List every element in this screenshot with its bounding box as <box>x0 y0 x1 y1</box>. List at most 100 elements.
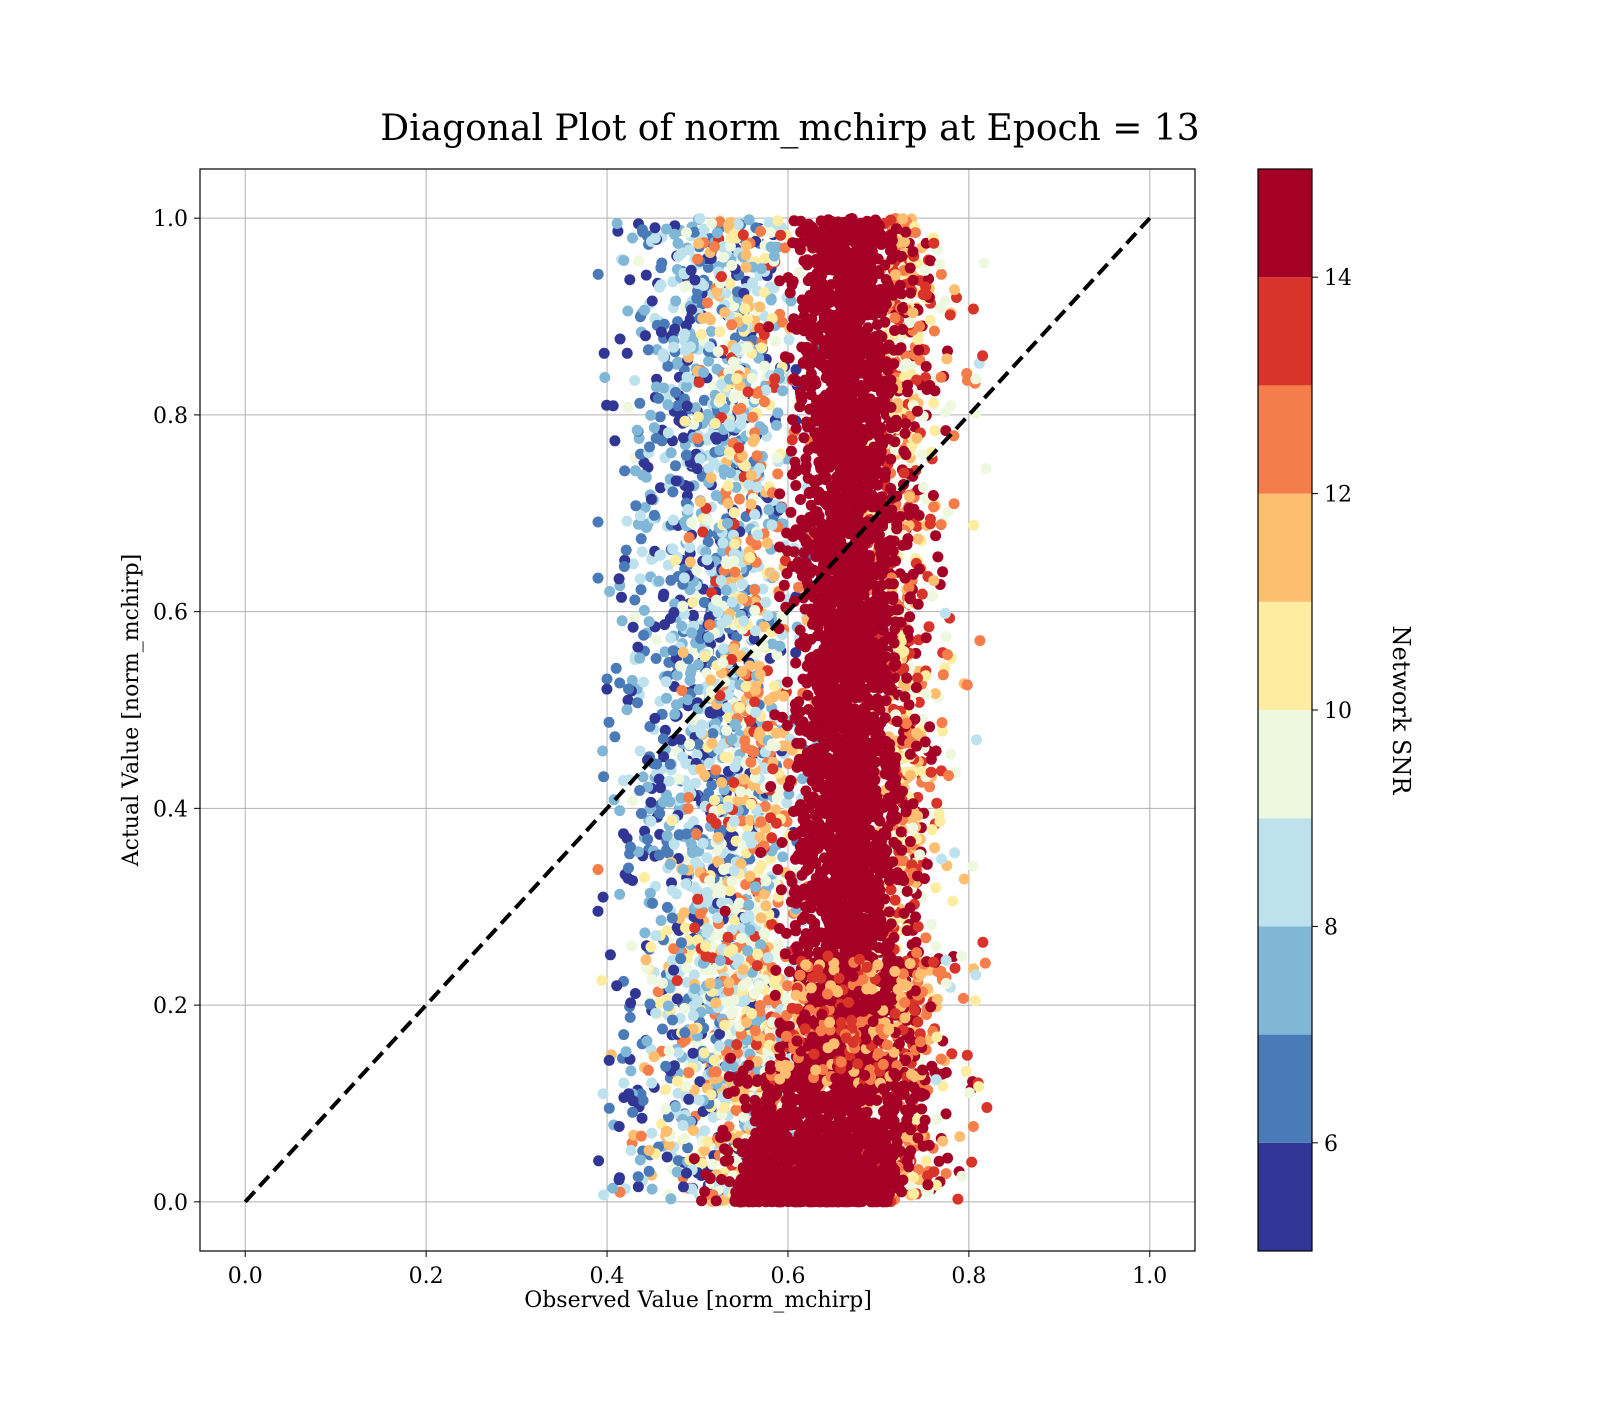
scatter-point <box>722 518 733 529</box>
scatter-point <box>710 418 721 429</box>
scatter-point <box>685 675 696 686</box>
scatter-point <box>917 589 928 600</box>
scatter-point <box>743 386 754 397</box>
scatter-point <box>738 229 749 240</box>
scatter-point <box>762 610 773 621</box>
scatter-point <box>754 980 765 991</box>
scatter-point <box>715 393 726 404</box>
scatter-point <box>665 859 676 870</box>
scatter-point <box>681 381 692 392</box>
scatter-point <box>712 227 723 238</box>
scatter-point <box>706 218 717 229</box>
scatter-point <box>611 663 622 674</box>
scatter-point <box>689 983 700 994</box>
scatter-point <box>670 555 681 566</box>
scatter-point <box>741 1017 752 1028</box>
scatter-point <box>632 697 643 708</box>
scatter-point <box>755 847 766 858</box>
scatter-point <box>918 482 929 493</box>
scatter-point <box>663 1001 674 1012</box>
scatter-point <box>726 232 737 243</box>
scatter-point <box>729 816 740 827</box>
scatter-point <box>689 275 700 286</box>
scatter-point <box>666 815 677 826</box>
scatter-point <box>684 739 695 750</box>
scatter-point <box>710 997 721 1008</box>
scatter-point <box>707 728 718 739</box>
scatter-point <box>763 504 774 515</box>
scatter-point <box>662 902 673 913</box>
scatter-point <box>650 222 661 233</box>
scatter-point <box>912 811 923 822</box>
scatter-point <box>777 385 788 396</box>
scatter-point <box>654 808 665 819</box>
scatter-point <box>920 282 931 293</box>
scatter-point <box>643 1065 654 1076</box>
scatter-point <box>908 1188 919 1199</box>
scatter-point <box>710 765 721 776</box>
scatter-point <box>692 254 703 265</box>
scatter-point <box>756 860 767 871</box>
scatter-point <box>678 1181 689 1192</box>
scatter-point <box>668 965 679 976</box>
scatter-point <box>731 1039 742 1050</box>
scatter-point <box>684 532 695 543</box>
scatter-point <box>747 373 758 384</box>
scatter-point <box>646 942 657 953</box>
scatter-point <box>692 894 703 905</box>
scatter-point <box>709 1055 720 1066</box>
scatter-point <box>717 537 728 548</box>
scatter-point <box>721 585 732 596</box>
scatter-point <box>889 312 900 323</box>
scatter-point <box>662 1152 673 1163</box>
scatter-point <box>596 975 607 986</box>
scatter-point <box>926 919 937 930</box>
scatter-point <box>731 343 742 354</box>
scatter-point <box>618 1078 629 1089</box>
scatter-point <box>756 342 767 353</box>
scatter-point <box>661 693 672 704</box>
scatter-point <box>669 839 680 850</box>
scatter-point <box>645 816 656 827</box>
scatter-point <box>737 578 748 589</box>
scatter-point <box>759 396 770 407</box>
scatter-point <box>886 884 897 895</box>
scatter-point <box>688 1048 699 1059</box>
scatter-point <box>639 872 650 883</box>
scatter-point <box>675 953 686 964</box>
scatter-point <box>752 450 763 461</box>
scatter-point <box>749 509 760 520</box>
scatter-point <box>731 373 742 384</box>
scatter-point <box>655 262 666 273</box>
scatter-point <box>898 468 909 479</box>
scatter-point <box>769 680 780 691</box>
scatter-point <box>624 274 635 285</box>
scatter-point <box>724 977 735 988</box>
scatter-point <box>668 645 679 656</box>
scatter-point <box>679 907 690 918</box>
scatter-point <box>671 475 682 486</box>
scatter-point <box>738 1112 749 1123</box>
scatter-point <box>697 527 708 538</box>
scatter-point <box>638 1095 649 1106</box>
scatter-point <box>770 336 781 347</box>
scatter-point <box>696 719 707 730</box>
scatter-point <box>621 545 632 556</box>
scatter-point <box>929 425 940 436</box>
scatter-point <box>678 647 689 658</box>
scatter-point <box>738 964 749 975</box>
scatter-point <box>724 996 735 1007</box>
scatter-point <box>665 633 676 644</box>
scatter-point <box>719 1020 730 1031</box>
scatter-point <box>743 1060 754 1071</box>
scatter-point <box>911 741 922 752</box>
scatter-point <box>718 252 729 263</box>
scatter-point <box>669 324 680 335</box>
scatter-point <box>890 895 901 906</box>
scatter-point <box>681 227 692 238</box>
scatter-point <box>725 467 736 478</box>
scatter-point <box>921 1155 932 1166</box>
scatter-point <box>745 871 756 882</box>
scatter-point <box>687 847 698 858</box>
scatter-point <box>645 888 656 899</box>
